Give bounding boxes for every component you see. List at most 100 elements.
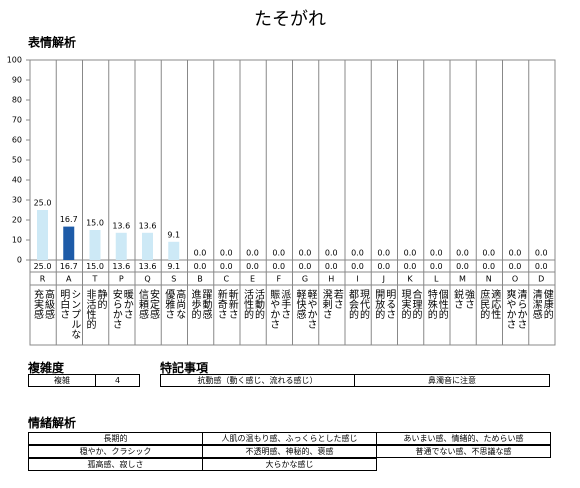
y-tick-label: 50 <box>12 156 22 165</box>
cell: 大らかな感じ <box>202 458 377 471</box>
section-title: 特記事項 <box>160 361 209 375</box>
descriptor: 爽やかさ <box>504 289 516 329</box>
value-label: 0.0 <box>509 249 522 258</box>
descriptor: 明るさ <box>384 289 396 319</box>
value-cell: 13.6 <box>112 262 130 271</box>
y-tick-label: 20 <box>12 216 22 225</box>
cell: 長期的 <box>28 432 203 445</box>
y-tick-label: 70 <box>12 116 22 125</box>
value-cell: 0.0 <box>325 262 338 271</box>
y-tick-label: 90 <box>12 76 22 85</box>
descriptor: 個性的 <box>436 288 448 320</box>
descriptor: 活動的 <box>253 289 265 320</box>
value-label: 0.0 <box>535 249 548 258</box>
descriptor: 賑やかさ <box>268 289 280 329</box>
descriptor: 安定感 <box>148 288 160 319</box>
value-cell: 0.0 <box>272 262 285 271</box>
chart-title: たそがれ <box>254 9 326 30</box>
value-label: 0.0 <box>246 249 259 258</box>
value-label: 0.0 <box>325 249 338 258</box>
value-cell: 0.0 <box>351 262 364 271</box>
bar <box>89 230 101 260</box>
descriptor: 現実的 <box>399 289 411 320</box>
bar <box>115 232 127 260</box>
value-cell: 0.0 <box>246 262 259 271</box>
x-tick-label: G <box>302 275 308 284</box>
value-label: 9.1 <box>167 230 180 239</box>
descriptor: 信頼感 <box>137 289 149 319</box>
descriptor: 新奇さ <box>215 288 227 319</box>
descriptor: 特殊的 <box>425 289 437 320</box>
value-label: 15.0 <box>86 219 104 228</box>
x-tick-label: K <box>407 275 413 284</box>
descriptor: 開放的 <box>373 289 385 320</box>
descriptor: 適応性 <box>489 288 501 320</box>
cell: 4 <box>95 374 140 387</box>
x-tick-label: D <box>538 275 544 284</box>
value-cell: 0.0 <box>377 262 390 271</box>
descriptor: 都会的 <box>347 289 359 320</box>
descriptor: 非活性的 <box>84 289 96 330</box>
descriptor: 躍動感 <box>200 289 212 319</box>
value-label: 0.0 <box>220 249 233 258</box>
value-cell: 0.0 <box>456 262 469 271</box>
descriptor: 溌剌さ <box>320 288 332 319</box>
value-label: 0.0 <box>482 249 495 258</box>
descriptor: 鋭さ <box>452 288 464 309</box>
descriptor: シンプルな <box>69 289 81 339</box>
x-tick-label: R <box>40 275 46 284</box>
descriptor: 高級感 <box>43 288 55 319</box>
cell: 鼻濁音に注意 <box>354 374 550 387</box>
y-tick-label: 10 <box>12 236 22 245</box>
value-cell: 0.0 <box>509 262 522 271</box>
descriptor: 斬新さ <box>226 289 238 319</box>
descriptor: 合理的 <box>410 288 422 320</box>
value-label: 16.7 <box>60 215 78 224</box>
value-cell: 0.0 <box>430 262 443 271</box>
cell: 穏やか、クラシック <box>28 445 203 458</box>
descriptor: 高尚な <box>174 288 186 319</box>
value-label: 0.0 <box>430 249 443 258</box>
y-tick-label: 40 <box>12 176 22 185</box>
value-label: 13.6 <box>139 221 157 230</box>
x-tick-label: C <box>223 275 229 284</box>
x-tick-label: J <box>382 275 385 284</box>
value-label: 0.0 <box>377 249 390 258</box>
value-label: 13.6 <box>112 221 130 230</box>
descriptor: 軽やかさ <box>305 289 317 329</box>
descriptor: 庶民的 <box>478 288 490 320</box>
bar <box>142 232 153 260</box>
descriptor: 静的 <box>95 288 107 310</box>
value-cell: 0.0 <box>404 262 417 271</box>
y-tick-label: 30 <box>12 196 22 205</box>
descriptor: 活性的 <box>242 289 254 320</box>
y-tick-label: 80 <box>12 96 22 105</box>
descriptor: 進歩的 <box>189 289 201 320</box>
value-cell: 13.6 <box>139 262 157 271</box>
x-tick-label: B <box>197 275 203 284</box>
chart-subtitle: 表情解析 <box>27 35 76 50</box>
x-tick-label: T <box>92 275 98 284</box>
x-tick-label: P <box>119 275 124 284</box>
descriptor: 派手さ <box>279 289 291 319</box>
descriptor: 若さ <box>331 288 343 309</box>
x-tick-label: N <box>486 275 492 284</box>
cell: 複雑 <box>28 374 96 387</box>
value-cell: 16.7 <box>60 262 78 271</box>
y-tick-label: 100 <box>7 56 22 65</box>
value-label: 0.0 <box>351 249 364 258</box>
descriptor: 安らかさ <box>110 288 122 329</box>
cell: 人肌の温もり感、ふっくらとした感じ <box>202 432 377 445</box>
y-tick-label: 60 <box>12 136 22 145</box>
descriptor: 充実感 <box>32 288 44 319</box>
value-label: 0.0 <box>299 249 312 258</box>
x-tick-label: O <box>512 275 518 284</box>
value-cell: 9.1 <box>167 262 180 271</box>
value-cell: 0.0 <box>194 262 207 271</box>
x-tick-label: F <box>276 275 281 284</box>
value-cell: 25.0 <box>34 262 52 271</box>
value-label: 0.0 <box>456 249 469 258</box>
descriptor: 暖かさ <box>121 288 133 319</box>
x-tick-label: H <box>328 275 334 284</box>
